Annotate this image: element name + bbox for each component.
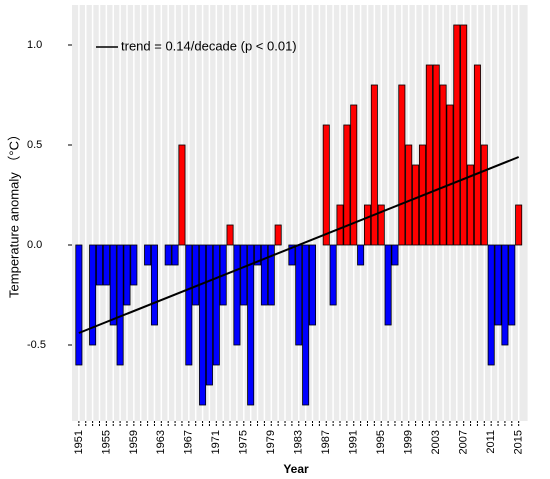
bar: [350, 104, 358, 246]
bar: [398, 84, 406, 246]
bar: [357, 244, 365, 266]
bar: [171, 244, 179, 266]
bar: [501, 244, 509, 346]
bar: [480, 144, 488, 246]
bar: [343, 124, 351, 246]
bar: [288, 244, 296, 266]
x-tick-label: 1967: [183, 430, 195, 454]
bar: [192, 244, 200, 306]
y-tick-label: -0.5: [27, 339, 46, 351]
bar: [247, 244, 255, 406]
bar: [370, 84, 378, 246]
bar: [439, 84, 447, 246]
bar: [144, 244, 152, 266]
y-tick-label: 0.5: [27, 139, 42, 151]
bar: [329, 244, 337, 306]
bar: [384, 244, 392, 326]
trend-line: [78, 156, 520, 334]
bar: [425, 64, 433, 246]
bar: [150, 244, 158, 326]
x-tick-label: 1991: [348, 430, 360, 454]
bar: [322, 124, 330, 246]
bar: [515, 204, 523, 246]
x-tick-label: 1995: [375, 430, 387, 454]
bar: [267, 244, 275, 306]
bar: [226, 224, 234, 246]
bar: [302, 244, 310, 406]
bar: [405, 144, 413, 246]
bar: [185, 244, 193, 366]
bar: [508, 244, 516, 326]
x-tick-label: 1999: [403, 430, 415, 454]
bar: [412, 164, 420, 246]
bar: [446, 104, 454, 246]
x-tick-label: 1963: [155, 430, 167, 454]
bar: [377, 204, 385, 246]
x-tick-label: 1959: [128, 430, 140, 454]
bar: [164, 244, 172, 266]
bar: [212, 244, 220, 366]
bar: [309, 244, 317, 326]
bar: [116, 244, 124, 366]
x-tick-label: 2007: [458, 430, 470, 454]
bar: [75, 244, 83, 366]
x-tick-label: 1951: [73, 430, 85, 454]
bar: [494, 244, 502, 326]
bar: [460, 24, 468, 246]
bar: [95, 244, 103, 286]
bar: [274, 224, 282, 246]
bar: [295, 244, 303, 346]
x-tick-label: 1971: [210, 430, 222, 454]
x-axis-label: Year: [283, 462, 309, 476]
bar: [473, 64, 481, 246]
y-axis-label: Temperature anomaly （°C）: [6, 128, 21, 298]
y-tick-label: 0.0: [27, 239, 42, 251]
bar: [487, 244, 495, 366]
bar: [89, 244, 97, 346]
bar: [233, 244, 241, 346]
legend-label: trend = 0.14/decade (p < 0.01): [121, 38, 297, 53]
x-tick-label: 2015: [513, 430, 525, 454]
x-tick-label: 1979: [265, 430, 277, 454]
bar: [432, 64, 440, 246]
x-tick-label: 1975: [238, 430, 250, 454]
bar: [240, 244, 248, 306]
bar: [123, 244, 131, 306]
bar: [178, 144, 186, 246]
bar: [260, 244, 268, 306]
bar: [199, 244, 207, 406]
x-tick-label: 1987: [320, 430, 332, 454]
x-tick-label: 1983: [293, 430, 305, 454]
bar: [130, 244, 138, 286]
x-tick-label: 2003: [430, 430, 442, 454]
bar: [467, 164, 475, 246]
bar: [391, 244, 399, 266]
bar: [453, 24, 461, 246]
y-tick-label: 1.0: [27, 39, 42, 51]
bar: [102, 244, 110, 286]
x-tick-label: 1955: [100, 430, 112, 454]
x-tick-label: 2011: [485, 430, 497, 454]
bar: [205, 244, 213, 386]
bar: [109, 244, 117, 326]
bar: [363, 204, 371, 246]
bar: [336, 204, 344, 246]
bar: [254, 244, 262, 266]
